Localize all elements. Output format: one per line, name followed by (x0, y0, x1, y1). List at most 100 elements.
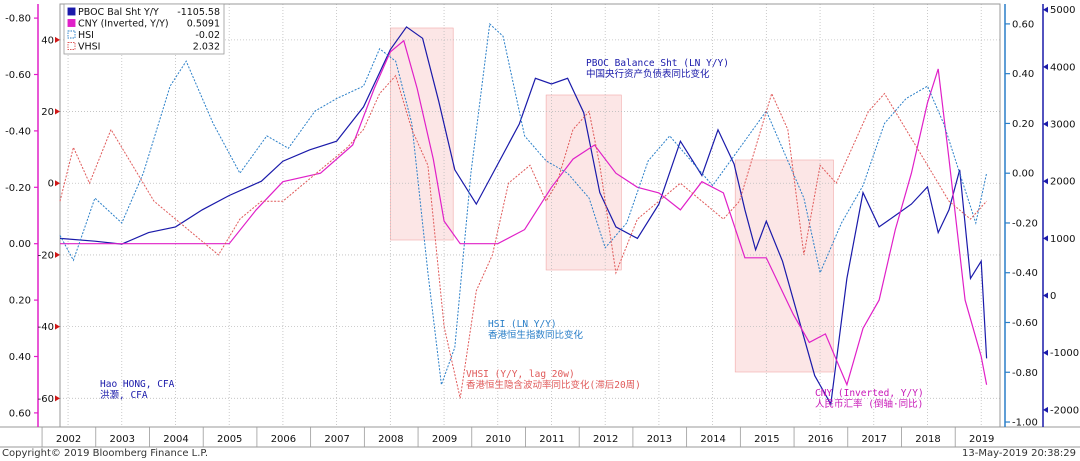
annotations: PBOC Balance Sht (LN Y/Y)中国央行资产负债表同比变化 HS… (100, 58, 924, 410)
pboc-annotation-line: 中国央行资产负债表同比变化 (586, 68, 710, 80)
legend-box (63, 3, 225, 55)
vhsi-axis-tick (55, 395, 60, 402)
hsi-axis-label: -0.20 (1012, 218, 1038, 229)
pboc-axis-label: 0 (1050, 291, 1056, 302)
hsi-axis-label: -0.40 (1012, 268, 1038, 279)
x-tick-label: 2014 (700, 434, 725, 445)
shaded-period (390, 27, 454, 241)
pboc-axis-label: 5000 (1050, 5, 1075, 16)
hsi-axis-label: 0.40 (1012, 69, 1034, 80)
x-tick-label: 2002 (56, 434, 81, 445)
hsi-annotation-line: HSI (LN Y/Y) (488, 319, 557, 330)
x-tick-label: 2011 (539, 434, 564, 445)
pboc-annotation-line: PBOC Balance Sht (LN Y/Y) (586, 58, 729, 69)
legend-value: 2.032 (193, 42, 220, 53)
legend: PBOC Bal Sht Y/Y -1105.58 CNY (Inverted, Y… (63, 3, 225, 55)
cny-annotation-line: CNY (Inverted, Y/Y) (815, 388, 924, 399)
pboc-axis-tick (1043, 121, 1048, 128)
vhsi-axis-tick (55, 323, 60, 330)
pboc-axis-label: 3000 (1050, 120, 1075, 131)
author-annotation-line: 洪灏, CFA (100, 389, 148, 401)
x-tick-label: 2003 (110, 434, 135, 445)
x-tick-label: 2018 (915, 434, 940, 445)
pboc-axis-label: 1000 (1050, 234, 1075, 245)
legend-swatch (67, 7, 76, 16)
x-tick-label: 2006 (271, 434, 296, 445)
pboc-axis-label: -1000 (1050, 348, 1079, 359)
series-line-cny-inverted-y-y- (60, 39, 988, 387)
hsi-annotation-line: 香港恒生指数同比变化 (488, 329, 584, 341)
series-line-pboc-bal-sht-y-y (59, 26, 988, 406)
legend-swatch (67, 30, 76, 39)
cny-axis-label: -0.20 (5, 183, 31, 194)
vhsi-axis-tick (55, 180, 60, 187)
pboc-axis-tick (1043, 406, 1048, 413)
x-tick-label: 2019 (969, 434, 994, 445)
hsi-axis-label: -0.80 (1012, 368, 1038, 379)
x-tick-label: 2017 (862, 434, 887, 445)
hsi-axis-label: 0.00 (1012, 169, 1034, 180)
cny-annotation-line: 人民币汇率 (倒轴·同比) (815, 398, 923, 410)
legend-value: -0.02 (195, 30, 220, 41)
vhsi-axis-label: -40 (38, 322, 54, 333)
cny-axis-label: 0.00 (9, 239, 31, 250)
legend-label: VHSI (78, 42, 100, 53)
legend-value: -1105.58 (177, 7, 220, 18)
pboc-axis-tick (1043, 292, 1048, 299)
pboc-axis-label: 4000 (1050, 62, 1075, 73)
vhsi-axis-tick (55, 108, 60, 115)
x-tick-label: 2009 (432, 434, 457, 445)
legend-label: HSI (78, 30, 94, 41)
pboc-axis-label: 2000 (1050, 177, 1075, 188)
vhsi-annotation-line: 香港恒生隐含波动率同比变化(滞后20周) (466, 379, 641, 391)
x-tick-label: 2008 (378, 434, 403, 445)
cny-axis-label: -0.60 (5, 70, 31, 81)
shaded-period (545, 94, 622, 271)
legend-label: PBOC Bal Sht Y/Y (78, 7, 159, 18)
vhsi-axis-label: 0 (48, 179, 54, 190)
pboc-axis-tick (1043, 235, 1048, 242)
hsi-axis-label: -0.60 (1012, 318, 1038, 329)
pboc-axis-tick (1043, 178, 1048, 185)
cny-axis-label: -0.40 (5, 126, 31, 137)
legend-value: 0.5091 (187, 19, 220, 30)
x-tick-label: 2004 (163, 434, 188, 445)
x-tick-label: 2007 (324, 434, 349, 445)
legend-swatch (67, 19, 76, 27)
pboc-axis-tick (1043, 6, 1048, 13)
x-tick-label: 2010 (486, 434, 511, 445)
vhsi-axis-label: -60 (38, 394, 54, 405)
cny-axis-label: 0.60 (9, 408, 31, 419)
legend-label: CNY (Inverted, Y/Y) (78, 19, 169, 30)
hsi-axis-label: -1.00 (1012, 418, 1038, 429)
vhsi-axis-tick (55, 251, 60, 258)
cny-axis-label: 0.20 (9, 296, 31, 307)
hsi-axis-label: 0.60 (1012, 19, 1034, 30)
legend-swatch (67, 42, 76, 50)
cny-axis-label: -0.80 (5, 14, 31, 25)
vhsi-annotation-line: VHSI (Y/Y, lag 20w) (466, 369, 575, 380)
pboc-axis-label: -2000 (1050, 405, 1079, 416)
x-tick-label: 2005 (217, 434, 242, 445)
vhsi-axis-label: 40 (41, 35, 54, 46)
copyright-text: Copyright© 2019 Bloomberg Finance L.P. (2, 448, 208, 459)
pboc-axis-tick (1043, 63, 1048, 70)
x-tick-label: 2015 (754, 434, 779, 445)
vhsi-axis-label: 20 (41, 107, 54, 118)
author-annotation-line: Hao HONG, CFA (100, 379, 175, 390)
x-tick-label: 2013 (647, 434, 672, 445)
x-tick-label: 2016 (808, 434, 833, 445)
series-line-hsi (59, 22, 988, 385)
vhsi-axis-tick (55, 36, 60, 43)
vhsi-axis-label: -20 (38, 250, 54, 261)
hsi-axis-label: 0.20 (1012, 119, 1034, 130)
pboc-axis-tick (1043, 349, 1048, 356)
series-lines (59, 22, 988, 406)
axes: 2002 2003 2004 2005 2006 2007 2008 2009 2010 2011… (0, 4, 1080, 448)
cny-axis-label: 0.40 (9, 352, 31, 363)
x-tick-label: 2012 (593, 434, 618, 445)
timestamp-text: 13-May-2019 20:38:29 (962, 448, 1076, 459)
series-line-vhsi (59, 74, 987, 399)
